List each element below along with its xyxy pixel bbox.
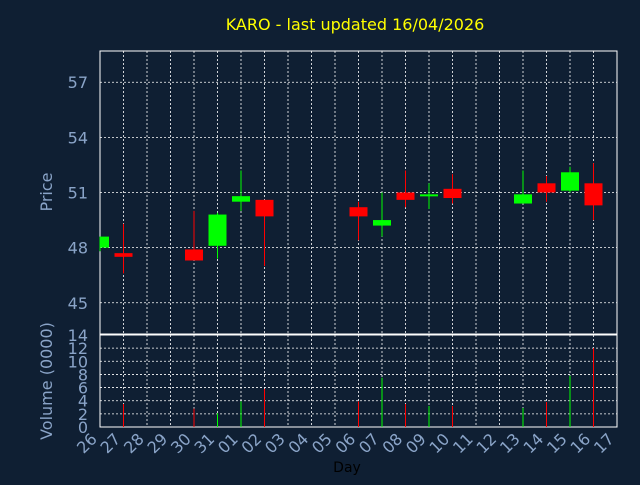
price-tick-label: 51	[68, 184, 88, 203]
candle-body	[255, 199, 274, 217]
volume-tick-label: 8	[78, 365, 88, 384]
volume-tick-label: 2	[78, 405, 88, 424]
candle-body	[420, 194, 438, 197]
volume-axis-label: Volume (0000)	[37, 322, 56, 440]
chart-title: KARO - last updated 16/04/2026	[226, 15, 485, 34]
candle-body	[514, 194, 532, 204]
volume-bars	[123, 348, 594, 427]
price-panel-frame	[99, 50, 618, 335]
volume-tick-label: 12	[68, 339, 88, 358]
candle-body	[185, 249, 203, 261]
volume-tick-label: 14	[68, 326, 88, 345]
candle-body	[561, 172, 579, 191]
candle-body	[349, 207, 368, 217]
candle-body	[373, 220, 391, 226]
volume-tick-label: 10	[68, 352, 88, 371]
price-tick-label: 57	[68, 73, 88, 92]
candles	[99, 163, 603, 274]
candle-body	[443, 188, 462, 199]
volume-tick-label: 4	[78, 392, 88, 411]
x-axis-label: Day	[333, 460, 361, 476]
candle-body	[584, 183, 603, 206]
candle-body	[100, 236, 109, 248]
x-tick-labels: 2627282930310102030405060708091011121314…	[73, 429, 618, 457]
price-axis-label: Price	[37, 172, 56, 211]
candle-body	[114, 253, 133, 257]
price-tick-label: 48	[68, 239, 88, 258]
volume-tick-label: 6	[78, 379, 88, 398]
price-tick-label: 45	[68, 294, 88, 313]
price-tick-label: 54	[68, 128, 88, 147]
candle-body	[396, 192, 415, 200]
candle-body	[208, 214, 227, 246]
x-tick-label: 17	[590, 429, 618, 457]
candle-body	[232, 196, 250, 202]
volume-tick-label: 0	[78, 418, 88, 437]
candle-body	[537, 183, 556, 193]
price-tick-labels: 45 48 51 54 57	[68, 73, 88, 313]
